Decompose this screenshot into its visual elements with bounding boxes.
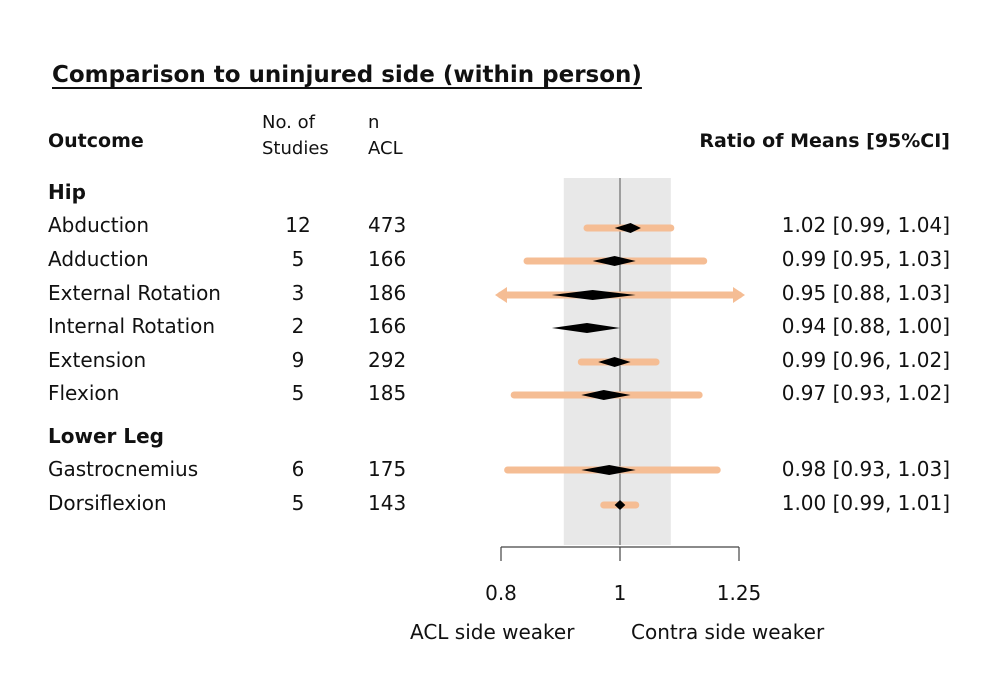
row-ratio: 0.97 [0.93, 1.02] [781,381,950,405]
row-n: 292 [368,348,407,372]
header-studies-line2: Studies [262,138,329,159]
header-n-line2: ACL [368,138,403,159]
row-studies: 12 [285,213,311,237]
header-n-line1: n [368,112,380,133]
estimate-diamond [614,223,641,233]
estimate-diamond [551,290,636,300]
row-outcome: External Rotation [48,281,221,305]
estimate-diamond [551,323,620,333]
row-ratio: 0.99 [0.96, 1.02] [781,348,950,372]
x-tick-label: 1 [614,581,627,605]
row-outcome: Adduction [48,247,149,271]
estimate-diamond [581,465,636,475]
header-ratio: Ratio of Means [95%CI] [699,130,950,152]
row-outcome: Extension [48,348,147,372]
header-outcome: Outcome [48,130,144,152]
row-ratio: 0.94 [0.88, 1.00] [781,314,950,338]
x-tick-label: 0.8 [485,581,517,605]
row-n: 143 [368,491,407,515]
header-studies: No. of Studies [262,110,329,162]
row-n: 186 [368,281,407,305]
row-n: 185 [368,381,407,405]
row-outcome: Gastrocnemius [48,457,199,481]
estimate-diamond [614,500,626,510]
row-n: 166 [368,247,407,271]
row-ratio: 1.02 [0.99, 1.04] [781,213,950,237]
row-studies: 5 [291,491,305,515]
row-studies: 6 [291,457,305,481]
row-ratio: 0.95 [0.88, 1.03] [781,281,950,305]
header-studies-line1: No. of [262,112,315,133]
estimate-diamond [598,357,631,367]
row-outcome: Dorsiflexion [48,491,167,515]
row-n: 166 [368,314,407,338]
row-ratio: 0.99 [0.95, 1.03] [781,247,950,271]
row-outcome: Flexion [48,381,120,405]
arrow-left [495,287,507,303]
row-n: 473 [368,213,407,237]
row-studies: 3 [291,281,305,305]
row-outcome: Abduction [48,213,150,237]
section-label-hip: Hip [48,180,86,204]
row-ratio: 0.98 [0.93, 1.03] [781,457,950,481]
row-studies: 2 [291,314,305,338]
arrow-right [733,287,745,303]
estimate-diamond [581,390,631,400]
footer-acl-weaker: ACL side weaker [410,620,575,644]
row-outcome: Internal Rotation [48,314,216,338]
x-tick-label: 1.25 [717,581,762,605]
header-n: n ACL [368,110,403,162]
chart-title: Comparison to uninjured side (within per… [52,62,642,88]
section-label-lower-leg: Lower Leg [48,424,164,448]
row-n: 175 [368,457,407,481]
row-studies: 9 [291,348,305,372]
row-ratio: 1.00 [0.99, 1.01] [781,491,950,515]
row-studies: 5 [291,381,305,405]
row-studies: 5 [291,247,305,271]
footer-contra-weaker: Contra side weaker [631,620,825,644]
estimate-diamond [592,256,636,266]
